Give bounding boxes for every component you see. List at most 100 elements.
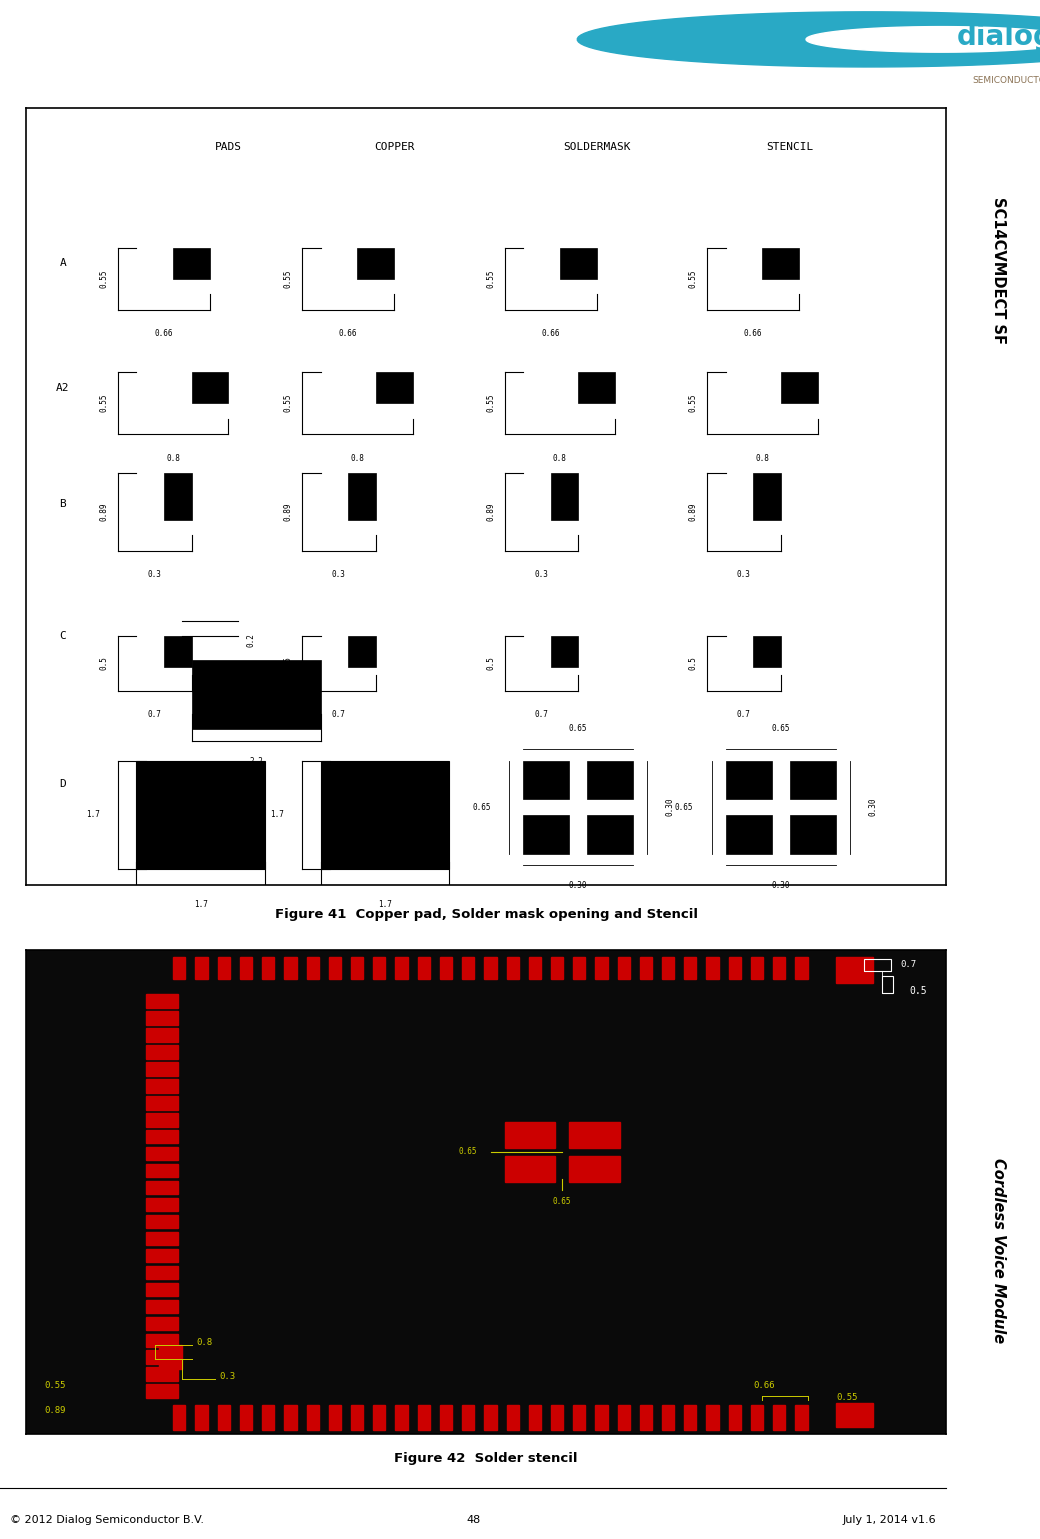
Bar (551, 1405, 564, 1430)
Bar (588, 816, 633, 854)
Bar (373, 957, 386, 979)
Bar (146, 1062, 178, 1076)
Bar (790, 760, 836, 799)
Bar (329, 957, 341, 979)
Bar (753, 472, 781, 520)
Text: 0.7: 0.7 (332, 709, 346, 719)
Bar (358, 248, 394, 279)
Bar (240, 1405, 252, 1430)
Text: 0.89: 0.89 (688, 503, 698, 522)
Text: 0.7: 0.7 (901, 960, 916, 968)
Bar (146, 1180, 178, 1194)
Text: 0.55: 0.55 (688, 269, 698, 288)
Text: 0.55: 0.55 (284, 394, 293, 412)
Bar (836, 1404, 873, 1427)
Text: 0.30: 0.30 (772, 880, 790, 890)
Bar (796, 957, 807, 979)
Bar (146, 1011, 178, 1025)
Bar (348, 636, 375, 668)
Bar (573, 1405, 586, 1430)
Bar (560, 248, 597, 279)
Bar (485, 957, 496, 979)
Bar (836, 957, 873, 983)
Text: 1.7: 1.7 (269, 811, 284, 819)
Text: COPPER: COPPER (374, 142, 414, 151)
Bar (506, 957, 519, 979)
Text: 0.5: 0.5 (688, 657, 698, 671)
Bar (146, 1299, 178, 1313)
Bar (320, 760, 449, 870)
Bar (781, 372, 817, 403)
Bar (146, 1079, 178, 1093)
Text: 0.5: 0.5 (487, 657, 495, 671)
Text: 0.3: 0.3 (535, 569, 548, 579)
Bar (146, 1197, 178, 1211)
Text: 1.7: 1.7 (85, 811, 100, 819)
Bar (375, 372, 413, 403)
Bar (762, 248, 799, 279)
Bar (146, 1045, 178, 1059)
Text: B: B (59, 499, 67, 509)
Bar (882, 976, 893, 993)
Bar (350, 1405, 363, 1430)
Bar (706, 1405, 719, 1430)
Bar (751, 957, 763, 979)
Bar (506, 1405, 519, 1430)
Text: 48: 48 (466, 1514, 480, 1525)
Bar (164, 636, 191, 668)
Bar (618, 957, 630, 979)
Bar (146, 1368, 178, 1380)
Bar (684, 957, 697, 979)
Bar (146, 1248, 178, 1262)
Bar (146, 994, 178, 1008)
Text: 0.66: 0.66 (339, 329, 358, 339)
Bar (640, 957, 652, 979)
Text: 0.5: 0.5 (910, 986, 928, 996)
Bar (217, 957, 230, 979)
Text: 0.65: 0.65 (472, 803, 491, 811)
Text: 2.2: 2.2 (250, 757, 263, 766)
Text: 0.66: 0.66 (542, 329, 560, 339)
Bar (528, 1405, 541, 1430)
Text: 0.3: 0.3 (737, 569, 751, 579)
Text: 0.55: 0.55 (487, 394, 495, 412)
Bar (726, 760, 772, 799)
Bar (146, 1096, 178, 1110)
Bar (164, 472, 191, 520)
Bar (523, 816, 569, 854)
Text: 1.7: 1.7 (193, 900, 208, 910)
Bar (726, 816, 772, 854)
Bar (146, 1147, 178, 1160)
Text: 0.89: 0.89 (284, 503, 293, 522)
Bar (146, 1231, 178, 1245)
Text: 0.3: 0.3 (219, 1371, 235, 1380)
Bar (773, 1405, 785, 1430)
Text: 0.66: 0.66 (753, 1382, 775, 1390)
Bar (373, 1405, 386, 1430)
Bar (174, 1405, 185, 1430)
Polygon shape (806, 26, 1040, 52)
Bar (418, 1405, 430, 1430)
Bar (569, 1156, 620, 1182)
Bar (662, 957, 674, 979)
Bar (796, 1405, 807, 1430)
Bar (284, 1405, 296, 1430)
Text: 1.7: 1.7 (378, 900, 392, 910)
Text: 0.65: 0.65 (553, 1197, 571, 1205)
Text: PADS: PADS (215, 142, 242, 151)
Bar (348, 472, 375, 520)
Bar (485, 1405, 496, 1430)
Text: July 1, 2014 v1.6: July 1, 2014 v1.6 (842, 1514, 936, 1525)
Bar (595, 957, 607, 979)
Bar (136, 760, 265, 870)
Bar (528, 957, 541, 979)
Text: 0.89: 0.89 (45, 1405, 66, 1414)
Text: 0.3: 0.3 (148, 569, 162, 579)
Bar (551, 957, 564, 979)
Text: 0.55: 0.55 (487, 269, 495, 288)
Bar (662, 1405, 674, 1430)
Bar (418, 957, 430, 979)
Bar (751, 1405, 763, 1430)
Text: 0.55: 0.55 (836, 1393, 857, 1402)
Text: 0.7: 0.7 (737, 709, 751, 719)
